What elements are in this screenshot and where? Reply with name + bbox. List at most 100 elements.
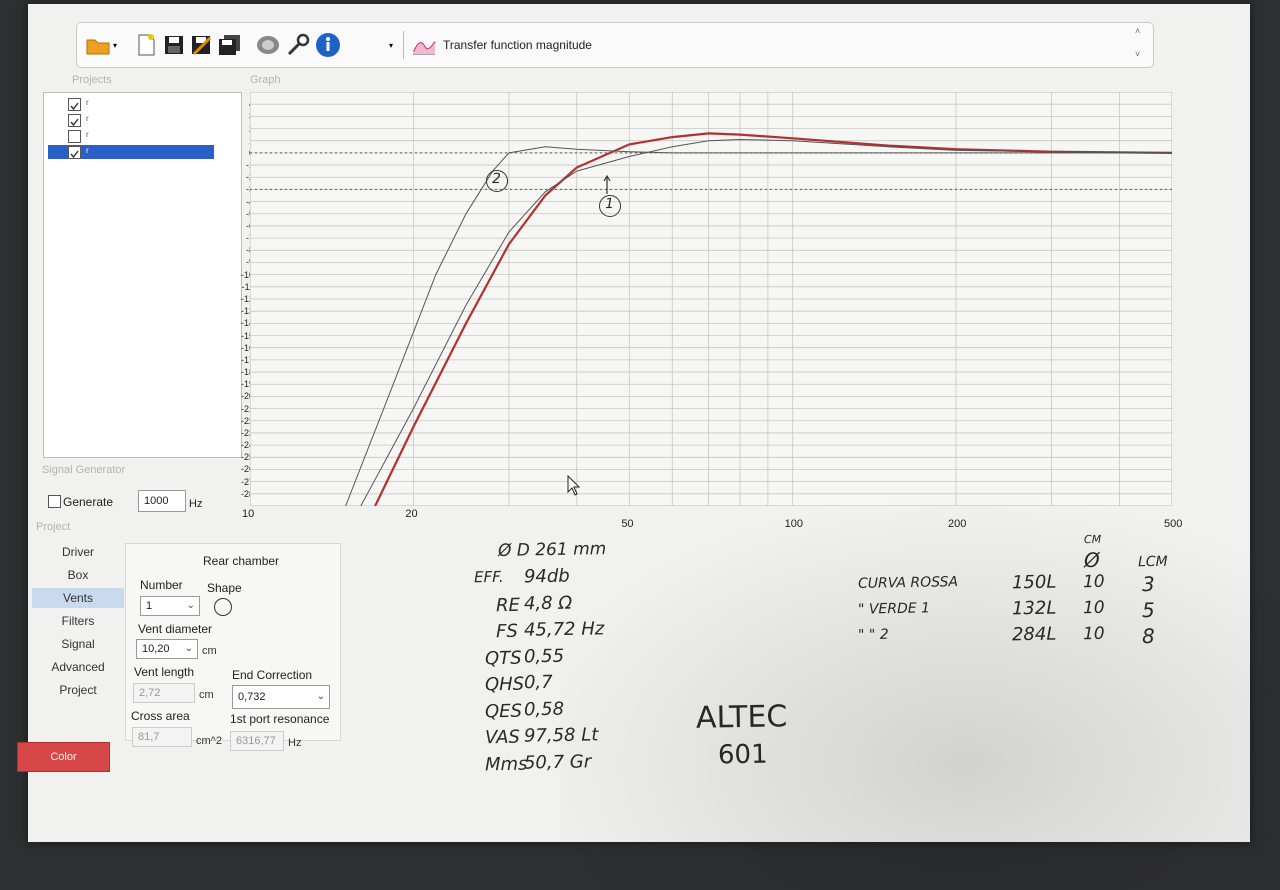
y-tick-label: -20: [240, 391, 254, 402]
spec-key-note: EFF.: [473, 567, 504, 587]
y-tick-label: -21: [240, 403, 254, 414]
view-mode-label[interactable]: Transfer function magnitude: [443, 38, 592, 52]
chart-series-line-1: [374, 132, 1172, 506]
number-value: 1: [146, 600, 153, 612]
project-checkbox[interactable]: [68, 114, 81, 127]
brand-note: ALTEC: [695, 699, 788, 736]
project-item[interactable]: r: [48, 145, 214, 159]
toolbar-separator: [403, 31, 404, 59]
shape-circle-button[interactable]: [214, 598, 232, 616]
spec-value-note: 94db: [523, 565, 570, 588]
open-folder-icon[interactable]: [85, 33, 111, 57]
y-tick-label: -12: [240, 294, 254, 304]
y-tick-label: -10: [240, 269, 254, 280]
info-icon[interactable]: [315, 33, 341, 57]
y-tick-label: -13: [240, 306, 254, 317]
number-select[interactable]: 1 ⌄: [140, 596, 200, 616]
curve-2-marker: [486, 170, 508, 192]
spec-value-note: 0,7: [523, 671, 553, 694]
chevron-down-icon: ⌄: [184, 643, 193, 654]
project-checkbox[interactable]: [68, 98, 81, 111]
save-icon[interactable]: [161, 33, 187, 57]
spec-value-note: 45,72 Hz: [523, 618, 605, 641]
y-tick-label: -27: [240, 476, 254, 487]
length-header-note: LCM: [1137, 553, 1168, 571]
y-tick-label: -22: [240, 415, 254, 426]
project-checkbox[interactable]: [68, 146, 81, 159]
toolbar-overflow-top-icon[interactable]: ˄: [1135, 26, 1141, 36]
signal-generator-title: Signal Generator: [42, 464, 126, 476]
y-tick-label: -11: [241, 281, 254, 292]
vent-diameter-select[interactable]: 10,20 ⌄: [136, 639, 198, 659]
spec-key-note: QTS: [484, 647, 522, 669]
graph-icon[interactable]: [411, 33, 437, 57]
number-label: Number: [140, 578, 183, 592]
vent-table-name-note: " " 2: [857, 626, 889, 644]
speaker-icon[interactable]: [255, 33, 281, 57]
project-item[interactable]: r: [48, 113, 214, 127]
nav-item-box[interactable]: Box: [67, 568, 89, 582]
vent-diameter-unit: cm: [202, 645, 217, 657]
color-button[interactable]: Color: [17, 742, 110, 772]
toolbar-overflow-bottom-icon[interactable]: ˅: [1135, 49, 1141, 59]
rear-chamber-label: Rear chamber: [203, 554, 280, 568]
y-tick-label: -19: [240, 379, 254, 390]
end-correction-select[interactable]: 0,732 ⌄: [232, 685, 330, 709]
projects-title: Projects: [72, 74, 112, 86]
new-file-icon[interactable]: [133, 33, 159, 57]
info-dropdown-icon[interactable]: ▾: [389, 41, 394, 50]
chevron-down-icon: ⌄: [316, 691, 325, 702]
project-checkbox[interactable]: [68, 130, 81, 143]
nav-item-vents[interactable]: Vents: [32, 588, 124, 608]
nav-item-project[interactable]: Project: [59, 683, 97, 697]
shape-label: Shape: [207, 581, 242, 595]
x-tick-label: 20: [405, 508, 418, 520]
spec-key-note: RE: [495, 594, 521, 616]
generate-checkbox[interactable]: [48, 495, 61, 508]
settings-wrench-icon[interactable]: [285, 33, 311, 57]
curve-1-marker: [599, 195, 621, 217]
mouse-cursor-icon: [567, 475, 581, 496]
graph-title: Graph: [250, 74, 281, 86]
frequency-input[interactable]: 1000: [138, 490, 186, 512]
nav-item-signal[interactable]: Signal: [61, 637, 95, 651]
vent-table-vol-note: 150L: [1011, 571, 1057, 594]
cross-area-unit: cm^2: [196, 735, 222, 747]
vent-table-name-note: " VERDE 1: [857, 600, 931, 618]
vent-length-input[interactable]: 2,72: [133, 683, 195, 703]
open-dropdown-icon[interactable]: ▾: [113, 41, 118, 50]
save-as-icon[interactable]: [189, 33, 215, 57]
frequency-unit: Hz: [189, 498, 203, 510]
spec-key-note: QES: [484, 700, 523, 722]
project-item[interactable]: r: [48, 129, 214, 143]
y-tick-label: -24: [240, 440, 254, 451]
spec-key-note: QHS: [484, 673, 525, 696]
save-all-icon[interactable]: [217, 33, 243, 57]
y-tick-label: -18: [240, 367, 254, 378]
spec-value-note: 0,58: [523, 698, 565, 720]
vent-diameter-value: 10,20: [142, 643, 170, 655]
vent-table-vol-note: 132L: [1011, 597, 1057, 620]
transfer-function-chart[interactable]: [250, 92, 1172, 506]
spec-key-note: FS: [495, 620, 518, 643]
port-resonance-input[interactable]: 6316,77: [230, 731, 284, 751]
curve-1-note: 1: [604, 195, 615, 213]
toolbar: ▾ ▾ Transfer function magnitude ˄ ˅: [76, 22, 1154, 68]
vent-length-label: Vent length: [134, 665, 195, 679]
x-tick-label: 500: [1164, 518, 1183, 530]
project-item[interactable]: r: [48, 97, 214, 111]
y-tick-label: -26: [240, 464, 254, 475]
cross-area-input[interactable]: 81,7: [132, 727, 192, 747]
vent-diameter-label: Vent diameter: [138, 622, 213, 636]
spec-value-note: 50,7 Gr: [523, 750, 592, 774]
nav-item-advanced[interactable]: Advanced: [51, 660, 105, 674]
nav-item-filters[interactable]: Filters: [61, 614, 95, 628]
cm-header-note: CM: [1083, 532, 1102, 547]
project-section-title: Project: [36, 521, 71, 533]
nav-item-driver[interactable]: Driver: [62, 545, 94, 559]
curve-2-note: 2: [491, 170, 502, 188]
vent-table-name-note: CURVA ROSSA: [857, 574, 959, 592]
chevron-down-icon: ⌄: [186, 600, 195, 611]
y-tick-label: -25: [240, 452, 254, 463]
